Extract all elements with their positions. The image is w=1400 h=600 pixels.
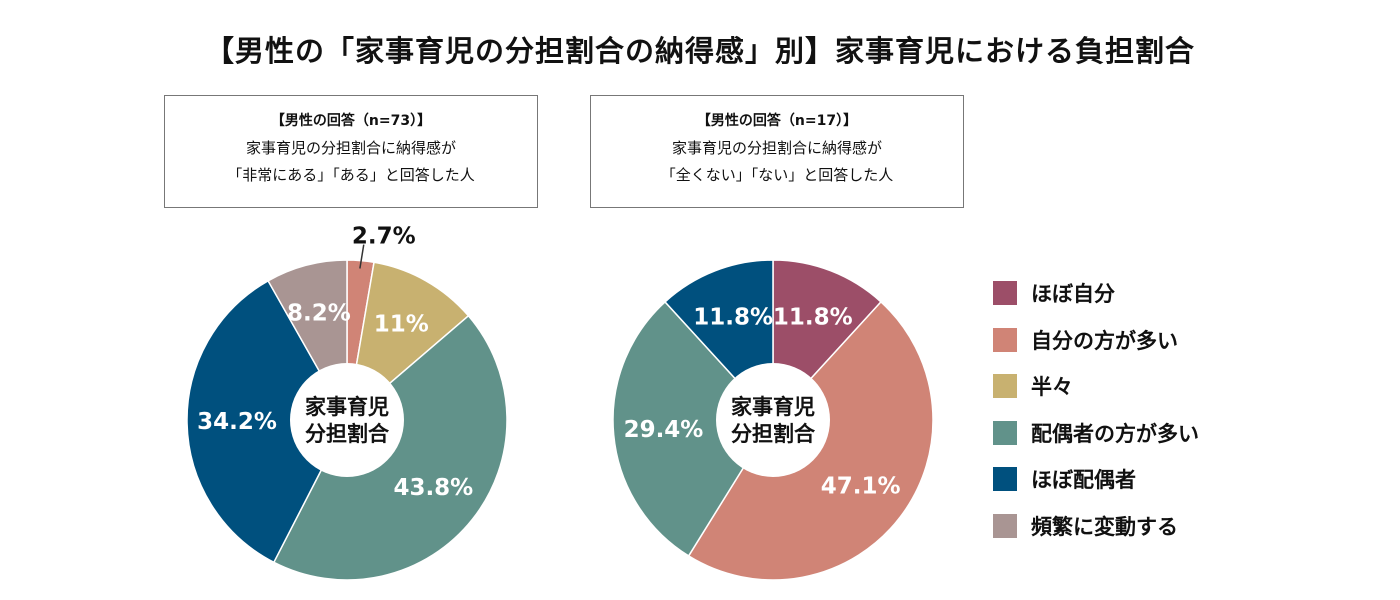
- legend-swatch: [993, 467, 1017, 491]
- data-label: 8.2%: [287, 301, 351, 327]
- legend-item: 配偶者の方が多い: [993, 418, 1199, 448]
- legend-label: ほぼ配偶者: [1031, 468, 1136, 492]
- data-label: 34.2%: [197, 409, 277, 435]
- left-chart-caption-line: 「非常にある」「ある」と回答した人: [227, 166, 475, 184]
- donut-slice: [186, 279, 348, 564]
- legend-item: ほぼ自分: [993, 278, 1199, 308]
- data-label: 11.8%: [693, 304, 773, 330]
- left-chart-caption-box: 【男性の回答（n=73）】 家事育児の分担割合に納得感が 「非常にある」「ある」…: [164, 95, 538, 208]
- legend-label: ほぼ自分: [1031, 282, 1115, 306]
- left-chart-caption-line: 家事育児の分担割合に納得感が: [245, 139, 456, 157]
- data-label: 29.4%: [624, 417, 704, 443]
- legend-label: 頻繁に変動する: [1031, 514, 1178, 539]
- legend-swatch: [993, 281, 1017, 305]
- data-label: 11%: [374, 311, 429, 337]
- right-chart-caption-box: 【男性の回答（n=17）】 家事育児の分担割合に納得感が 「全くない」「ない」と…: [590, 95, 964, 208]
- center-label: 家事育児: [731, 395, 815, 419]
- data-label: 47.1%: [821, 473, 901, 499]
- right-chart-header: 【男性の回答（n=17）】: [696, 113, 858, 129]
- data-label: 43.8%: [393, 475, 473, 501]
- center-label: 分担割合: [305, 422, 390, 446]
- data-label: 11.8%: [773, 304, 853, 330]
- legend-label: 半々: [1031, 375, 1073, 399]
- legend-item: 半々: [993, 371, 1199, 401]
- legend-swatch: [993, 327, 1017, 352]
- legend-item: 頻繁に変動する: [993, 511, 1199, 541]
- legend-item: 自分の方が多い: [993, 325, 1199, 355]
- legend-label: 自分の方が多い: [1031, 328, 1178, 353]
- legend-swatch: [993, 420, 1017, 445]
- chart-title: 【男性の「家事育児の分担割合の納得感」別】家事育児における負担割合: [204, 34, 1195, 68]
- center-label: 分担割合: [731, 422, 816, 446]
- center-label: 家事育児: [305, 395, 389, 419]
- donut-slice: [612, 300, 774, 557]
- leader-line: [359, 244, 365, 269]
- right-chart-caption-line: 家事育児の分担割合に納得感が: [671, 139, 882, 157]
- data-label: 2.7%: [352, 224, 416, 250]
- legend-swatch: [993, 374, 1017, 398]
- donut-hole: [716, 363, 830, 477]
- legend: ほぼ自分自分の方が多い 半々配偶者の方が多い ほぼ配偶者頻繁に変動する: [993, 278, 1199, 557]
- donut-hole: [290, 363, 404, 477]
- left-chart-header: 【男性の回答（n=73）】: [270, 113, 432, 129]
- right-chart-caption-line: 「全くない」「ない」と回答した人: [660, 166, 894, 184]
- legend-item: ほぼ配偶者: [993, 464, 1199, 494]
- legend-swatch: [993, 513, 1017, 538]
- legend-label: 配偶者の方が多い: [1031, 421, 1199, 446]
